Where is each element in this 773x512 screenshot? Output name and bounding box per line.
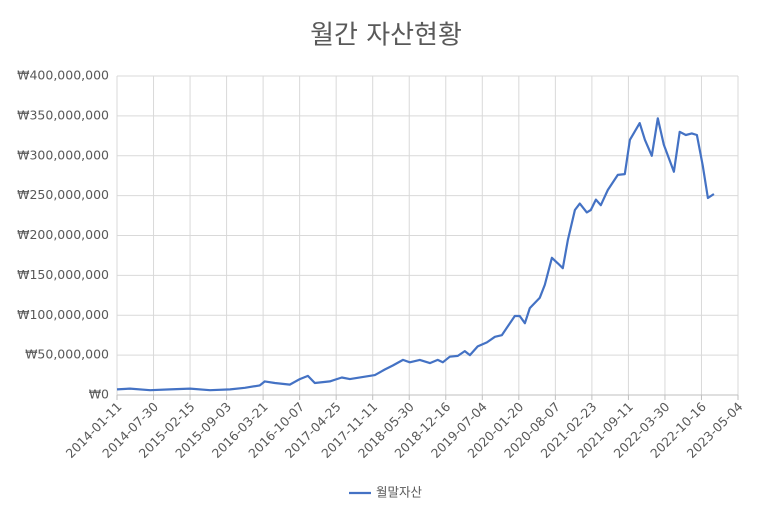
y-tick-label: ₩400,000,000	[17, 68, 109, 83]
legend-label: 월말자산	[376, 485, 423, 500]
y-tick-label: ₩350,000,000	[17, 107, 109, 122]
y-tick-label: ₩100,000,000	[17, 307, 109, 322]
y-tick-label: ₩250,000,000	[17, 187, 109, 202]
y-tick-label: ₩200,000,000	[17, 227, 109, 242]
y-tick-label: ₩0	[89, 387, 109, 402]
y-tick-label: ₩150,000,000	[17, 267, 109, 282]
data-line	[116, 117, 715, 392]
y-tick-label: ₩50,000,000	[25, 347, 109, 362]
chart-title: 월간 자산현황	[310, 21, 462, 51]
y-tick-label: ₩300,000,000	[17, 147, 109, 162]
